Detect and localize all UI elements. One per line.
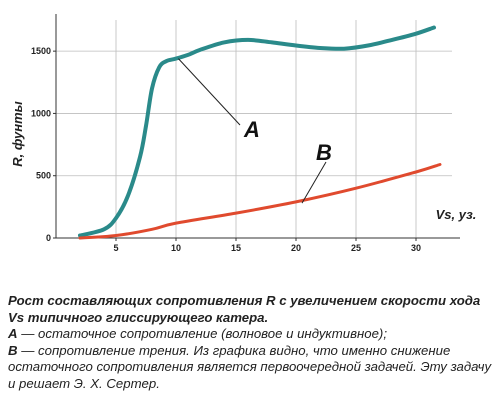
caption-item-b-key: B	[8, 342, 18, 358]
caption-item-b-text: — сопротивление трения. Из графика видно…	[8, 342, 492, 391]
leader-line-b	[301, 161, 327, 204]
x-tick-label: 30	[411, 243, 421, 253]
curve-label-b: B	[316, 140, 332, 165]
y-tick-label: 1500	[31, 46, 51, 56]
chart: 5 10 15 20 25 30 0 500 1000 1500 R, фунты Vs, уз. A…	[10, 14, 476, 253]
axes: 5 10 15 20 25 30 0 500 1000 1500 R, фунты Vs, уз.	[10, 14, 476, 253]
chart-caption: Рост составляющих сопротивления R с увел…	[8, 293, 500, 393]
x-tick-label: 25	[351, 243, 361, 253]
series-line-a	[78, 25, 436, 238]
x-tick-label: 10	[171, 243, 181, 253]
caption-item-b: B — сопротивление трения. Из графика вид…	[8, 343, 500, 393]
y-tick-label: 1000	[31, 108, 51, 118]
x-tick-label: 5	[113, 243, 118, 253]
leader-line-a-1	[178, 58, 241, 126]
series-line-b	[78, 163, 442, 240]
y-tick-label: 0	[46, 233, 51, 243]
caption-title: Рост составляющих сопротивления R с увел…	[8, 293, 481, 325]
y-axis-title: R, фунты	[10, 101, 25, 167]
grid	[56, 20, 452, 238]
caption-item-a-text: — остаточное сопротивление (волновое и и…	[17, 326, 387, 342]
y-tick-label: 500	[36, 171, 51, 181]
label-layer: AB	[178, 58, 332, 204]
x-axis-title: Vs, уз.	[436, 207, 477, 222]
caption-item-a: A — остаточное сопротивление (волновое и…	[8, 326, 500, 343]
x-tick-label: 15	[231, 243, 241, 253]
x-tick-label: 20	[291, 243, 301, 253]
caption-item-a-key: A	[8, 326, 18, 342]
curve-label-a: A	[243, 117, 260, 142]
series-layer	[78, 25, 442, 240]
